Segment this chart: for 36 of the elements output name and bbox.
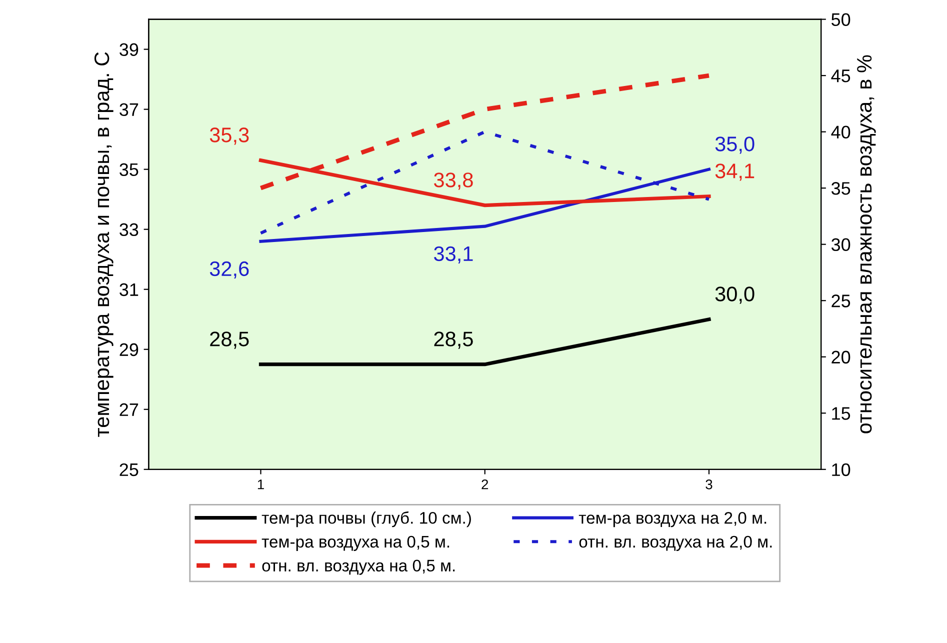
y2-tick-label: 20 xyxy=(832,350,850,364)
data-label: 34,1 xyxy=(715,164,754,181)
data-label: 35,3 xyxy=(210,128,249,145)
y2-tick-label: 45 xyxy=(831,70,850,82)
y-tick-label: 37 xyxy=(120,103,138,116)
data-label: 32,6 xyxy=(210,261,249,279)
x-tick-label: 2 xyxy=(482,479,488,490)
data-label: 33,1 xyxy=(434,246,473,264)
y2-tick-label: 10 xyxy=(832,463,850,476)
data-label: 33,8 xyxy=(434,172,473,190)
data-label: 30,0 xyxy=(715,286,754,304)
y-tick-label: 27 xyxy=(120,403,138,416)
y2-tick-label: 30 xyxy=(831,238,850,252)
x-tick-label: 1 xyxy=(258,480,264,490)
legend-label: тем-ра воздуха на 0,5 м. xyxy=(262,536,450,551)
y2-tick-label: 35 xyxy=(831,182,850,195)
legend-label: отн. вл. воздуха на 2,0 м. xyxy=(579,536,772,551)
y-tick-label: 29 xyxy=(120,343,138,356)
data-label: 28,5 xyxy=(434,332,473,349)
y-tick-label: 31 xyxy=(120,283,138,296)
y-tick-label: 25 xyxy=(120,463,138,476)
legend-label: отн. вл. воздуха на 0,5 м. xyxy=(262,560,455,575)
y-tick-label: 39 xyxy=(120,43,138,56)
y-tick-label: 33 xyxy=(120,223,138,236)
data-label: 28,5 xyxy=(210,332,249,349)
y2-tick-label: 25 xyxy=(832,294,850,308)
y2-axis-title: относительная влажность воздуха, в % xyxy=(857,55,876,434)
y2-tick-label: 15 xyxy=(832,407,850,420)
y2-tick-label: 50 xyxy=(831,13,850,26)
y-tick-label: 35 xyxy=(120,163,138,176)
x-tick-label: 3 xyxy=(706,479,712,490)
legend-label: тем-ра воздуха на 2,0 м. xyxy=(578,512,766,528)
y-axis-title: температура воздуха и почвы, в град. С xyxy=(94,52,114,437)
legend-label: тем-ра почвы (глуб. 10 см.) xyxy=(262,511,471,528)
y2-tick-label: 40 xyxy=(831,126,850,139)
data-label: 35,0 xyxy=(715,136,754,154)
